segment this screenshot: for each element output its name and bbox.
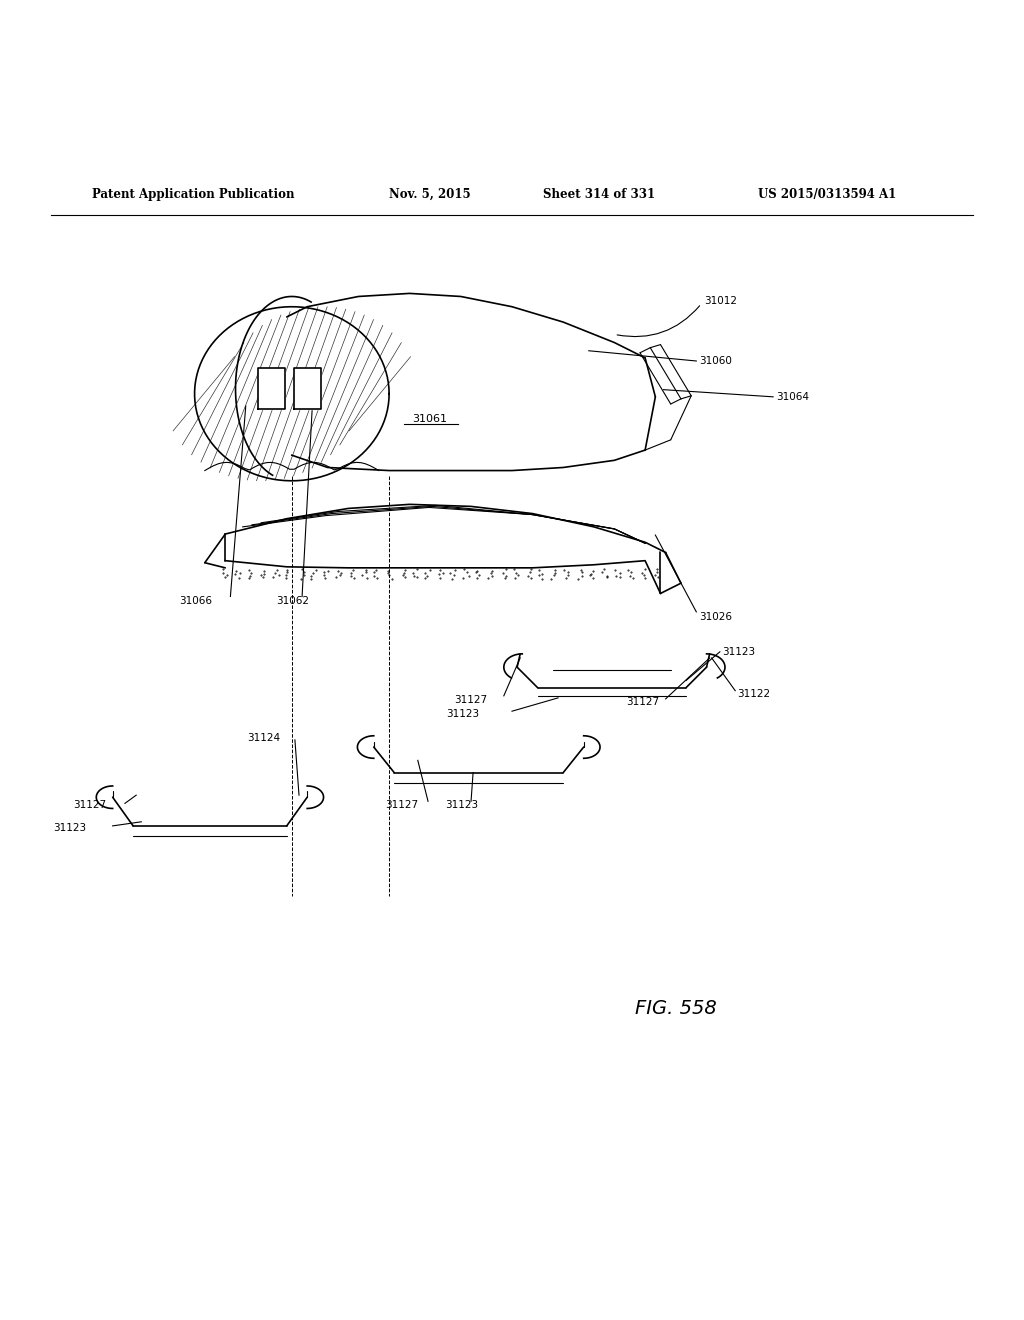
Text: US 2015/0313594 A1: US 2015/0313594 A1	[758, 187, 896, 201]
Text: 31122: 31122	[737, 689, 770, 698]
Text: Nov. 5, 2015: Nov. 5, 2015	[389, 187, 471, 201]
Text: 31123: 31123	[53, 822, 86, 833]
Text: 31127: 31127	[74, 800, 106, 810]
Text: Patent Application Publication: Patent Application Publication	[92, 187, 295, 201]
Text: 31123: 31123	[445, 800, 478, 810]
Text: 31060: 31060	[699, 356, 732, 366]
Text: 31012: 31012	[705, 296, 737, 305]
Text: 31123: 31123	[446, 709, 479, 719]
Polygon shape	[258, 368, 285, 409]
Text: 31127: 31127	[455, 694, 487, 705]
Polygon shape	[294, 368, 321, 409]
Text: 31066: 31066	[179, 595, 212, 606]
Text: 31127: 31127	[627, 697, 659, 708]
Text: 31062: 31062	[276, 595, 309, 606]
Text: 31064: 31064	[776, 392, 809, 401]
Text: 31124: 31124	[248, 733, 281, 743]
Text: 31061: 31061	[413, 414, 447, 424]
Text: Sheet 314 of 331: Sheet 314 of 331	[543, 187, 654, 201]
Text: FIG. 558: FIG. 558	[635, 999, 717, 1018]
Text: 31127: 31127	[385, 800, 418, 810]
Text: 31026: 31026	[699, 612, 732, 622]
Text: 31123: 31123	[722, 647, 755, 657]
